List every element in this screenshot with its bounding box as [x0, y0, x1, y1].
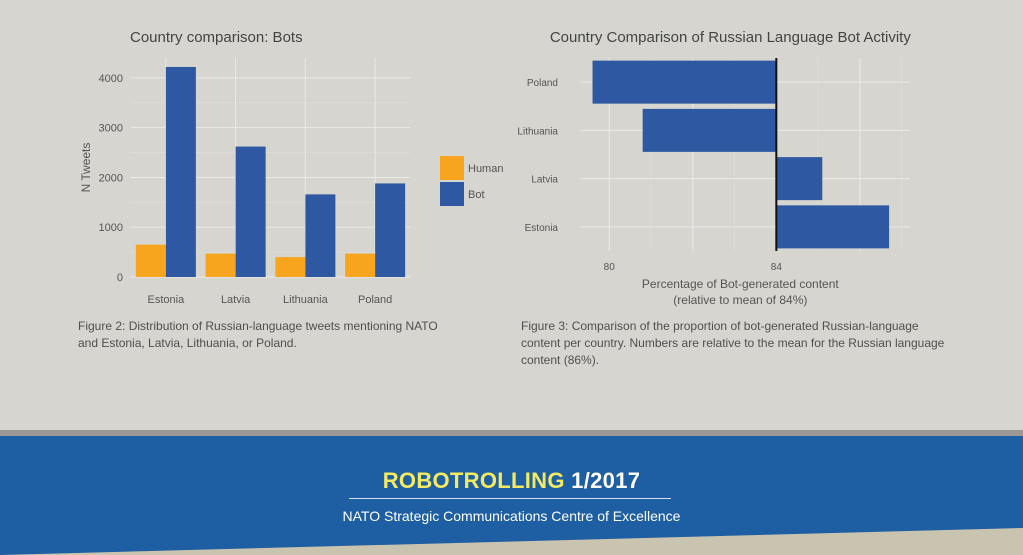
x-axis-label-note: (relative to mean of 84%): [673, 293, 807, 307]
y-axis-label: N Tweets: [79, 143, 93, 193]
bot-activity-chart: Poland Lithuania Latvia Estonia 80 84 Country …: [517, 29, 912, 307]
bar-bot-latvia: [235, 146, 266, 277]
report-page: 0 1000 2000 3000 4000 Estonia Latvia Lithuania P…: [78, 29, 945, 367]
bots-bar-chart: 0 1000 2000 3000 4000 Estonia Latvia Lithuania P…: [79, 29, 503, 306]
legend-swatch-bot: [440, 182, 464, 206]
bar-human-estonia: [135, 244, 166, 277]
legend-swatch-human: [440, 156, 464, 180]
x-tick-label: Latvia: [221, 294, 251, 306]
report-subtitle: NATO Strategic Communications Centre of …: [342, 508, 681, 524]
chart-title: Country Comparison of Russian Language B…: [550, 29, 912, 46]
y-tick-label: Estonia: [525, 223, 559, 234]
y-tick-label: 0: [117, 272, 123, 284]
x-tick-label: Estonia: [148, 294, 186, 306]
bar-human-lithuania: [275, 257, 306, 277]
y-tick-label: 2000: [99, 172, 123, 184]
legend-label: Human: [468, 163, 503, 175]
y-tick-label: 3000: [99, 123, 123, 135]
x-tick-label: 84: [771, 262, 783, 273]
legend-label: Bot: [468, 189, 485, 201]
bar-lithuania: [642, 108, 777, 152]
y-tick-label: 1000: [99, 222, 123, 234]
footer-banner: ROBOTROLLING 1/2017 NATO Strategic Commu…: [0, 436, 1023, 555]
y-tick-label: Poland: [527, 78, 558, 89]
y-tick-label: Lithuania: [517, 126, 558, 137]
x-axis-label: Percentage of Bot-generated content: [642, 277, 839, 291]
bar-bot-lithuania: [305, 194, 336, 277]
bar-human-latvia: [205, 253, 236, 277]
y-tick-label: 4000: [99, 73, 123, 85]
report-title: ROBOTROLLING 1/2017: [0, 468, 1023, 494]
x-tick-label: Lithuania: [283, 294, 329, 306]
separator-band: [0, 430, 1023, 436]
bar-latvia: [776, 157, 823, 201]
bar-human-poland: [345, 253, 376, 277]
chart-title: Country comparison: Bots: [130, 29, 303, 46]
y-tick-label: Latvia: [531, 175, 558, 186]
x-tick-label: 80: [604, 262, 616, 273]
bar-poland: [592, 60, 777, 104]
title-divider: [349, 498, 671, 499]
bar-estonia: [776, 205, 890, 249]
report-title-issue: 1/2017: [564, 468, 641, 493]
figure-3-caption: Figure 3: Comparison of the proportion o…: [521, 319, 945, 367]
x-tick-label: Poland: [358, 294, 392, 306]
report-title-highlight: ROBOTROLLING: [382, 468, 565, 493]
footer-wedge: [0, 528, 1023, 555]
bar-bot-estonia: [165, 66, 196, 277]
bar-bot-poland: [375, 183, 406, 277]
figure-2-caption: Figure 2: Distribution of Russian-langua…: [78, 319, 438, 350]
